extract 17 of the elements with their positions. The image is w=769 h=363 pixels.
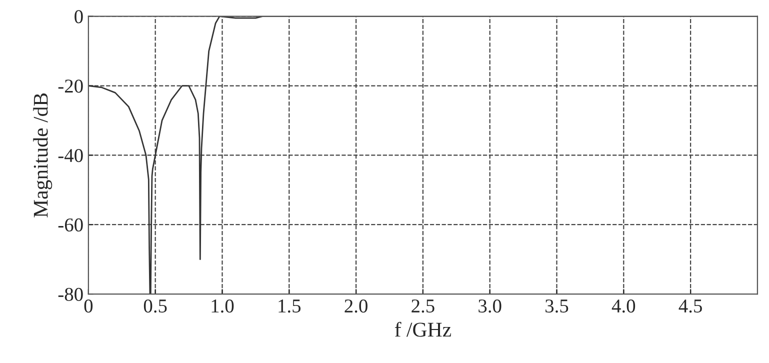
y-tick-label: -40 (58, 149, 83, 162)
y-tick-label: -80 (58, 288, 83, 301)
x-tick-label: 3.5 (546, 300, 568, 313)
x-tick-label: 4.5 (678, 300, 702, 313)
x-tick-label: 3.0 (478, 299, 502, 313)
x-tick-label: 2.5 (412, 300, 434, 313)
x-tick-label: 0 (84, 299, 93, 313)
x-tick-label: 1.5 (278, 300, 301, 313)
x-tick-label: 2.0 (344, 299, 368, 313)
x-tick-label: 1.0 (212, 299, 234, 313)
x-tick-label: 4.0 (612, 299, 636, 313)
y-tick-label: 0 (74, 10, 83, 24)
y-tick-label: -60 (58, 218, 83, 232)
y-axis-title: Magnitude /dB (33, 93, 52, 218)
y-tick-label: -20 (58, 80, 83, 93)
x-axis-title: f /GHz (394, 322, 452, 337)
x-tick-label: 0.5 (144, 299, 167, 313)
